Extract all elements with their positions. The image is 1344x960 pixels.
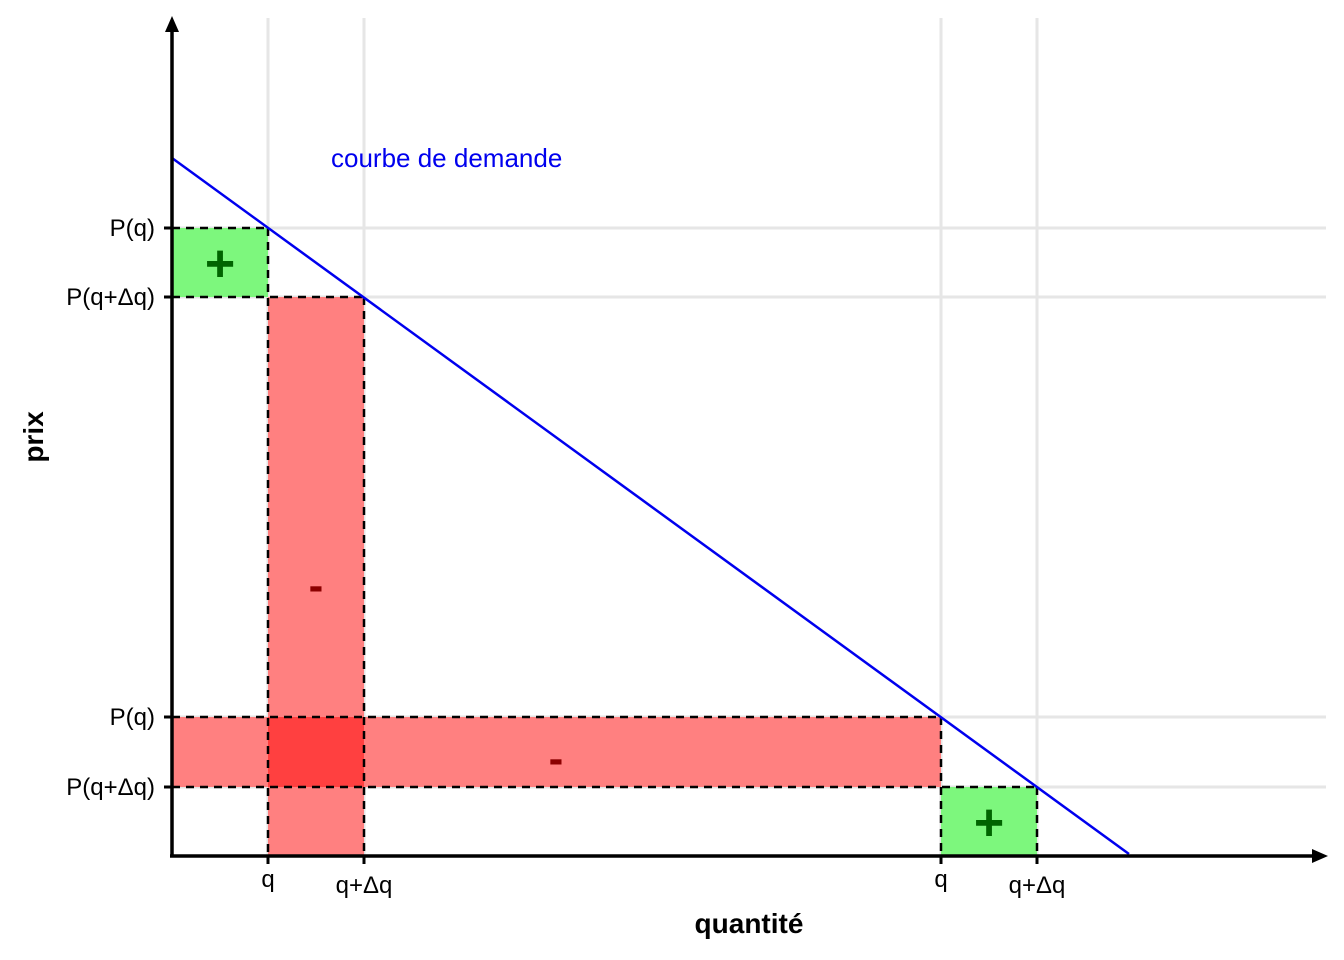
x-tick-label-right-q: q	[934, 866, 947, 893]
y-axis-title: prix	[18, 411, 49, 463]
gain-area-left	[172, 228, 268, 297]
x-tick-label-right-q-dq: q+Δq	[1009, 872, 1066, 899]
x-tick-label-left-q-dq: q+Δq	[336, 872, 393, 899]
loss-sign-left: -	[309, 561, 324, 610]
x-axis-title: quantité	[695, 908, 804, 939]
dashed-guides	[172, 226, 1039, 856]
gain-area-right	[941, 787, 1037, 856]
tick-marks	[164, 226, 1039, 864]
x-tick-label-left-q: q	[261, 866, 274, 893]
demand-curve-label: courbe de demande	[331, 143, 562, 173]
loss-sign-right: -	[549, 734, 564, 783]
x-axis-arrow-icon	[1312, 849, 1328, 863]
gain-sign-left: +	[205, 235, 235, 293]
gain-sign-right: +	[974, 794, 1004, 852]
demand-curve	[171, 156, 1130, 856]
y-axis-arrow-icon	[165, 16, 179, 32]
y-tick-label-top-pq-dq: P(q+Δq)	[66, 284, 155, 311]
y-tick-label-bottom-pq: P(q)	[110, 704, 155, 731]
overlap-area	[268, 717, 364, 787]
y-tick-label-bottom-pq-dq: P(q+Δq)	[66, 774, 155, 801]
y-tick-label-top-pq: P(q)	[110, 215, 155, 242]
